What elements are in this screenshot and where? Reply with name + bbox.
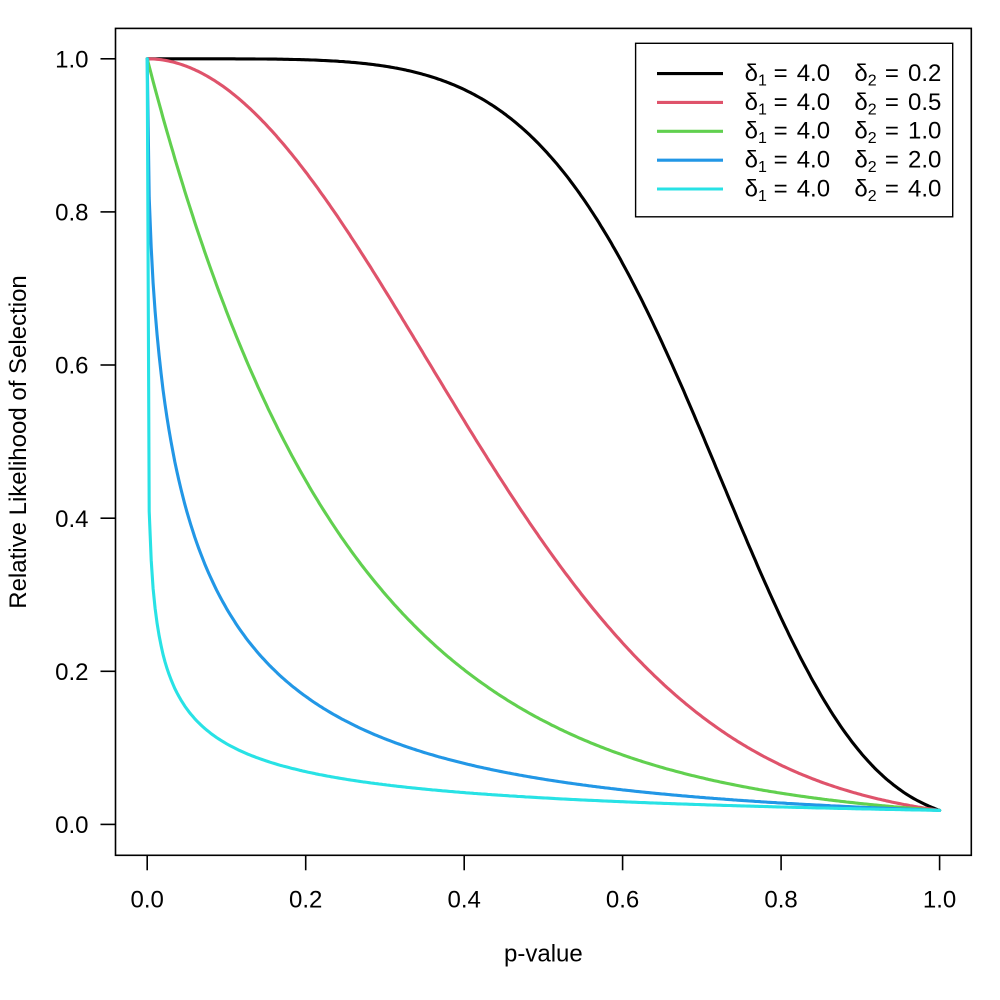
svg-text:4.0: 4.0 xyxy=(797,89,830,116)
svg-text:1.0: 1.0 xyxy=(55,47,88,74)
svg-text:0.2: 0.2 xyxy=(289,887,322,914)
svg-text:=: = xyxy=(885,175,899,202)
svg-text:4.0: 4.0 xyxy=(908,175,941,202)
svg-text:=: = xyxy=(774,147,788,174)
svg-text:4.0: 4.0 xyxy=(797,118,830,145)
svg-text:1.0: 1.0 xyxy=(923,887,956,914)
svg-text:=: = xyxy=(774,118,788,145)
svg-text:=: = xyxy=(885,89,899,116)
svg-text:Relative Likelihood of Selecti: Relative Likelihood of Selection xyxy=(5,275,32,609)
svg-text:0.0: 0.0 xyxy=(131,887,164,914)
svg-text:=: = xyxy=(774,175,788,202)
svg-text:=: = xyxy=(774,89,788,116)
svg-text:0.8: 0.8 xyxy=(55,200,88,227)
svg-text:0.6: 0.6 xyxy=(55,353,88,380)
svg-text:0.2: 0.2 xyxy=(55,659,88,686)
svg-text:2.0: 2.0 xyxy=(908,147,941,174)
svg-text:=: = xyxy=(885,118,899,145)
svg-text:0.2: 0.2 xyxy=(908,60,941,87)
svg-text:1.0: 1.0 xyxy=(908,118,941,145)
svg-text:4.0: 4.0 xyxy=(797,147,830,174)
svg-text:=: = xyxy=(774,60,788,87)
svg-text:0.6: 0.6 xyxy=(606,887,639,914)
svg-text:0.4: 0.4 xyxy=(55,506,88,533)
svg-text:0.5: 0.5 xyxy=(908,89,941,116)
svg-text:0.0: 0.0 xyxy=(55,812,88,839)
svg-text:=: = xyxy=(885,147,899,174)
svg-text:p-value: p-value xyxy=(504,941,583,968)
svg-text:4.0: 4.0 xyxy=(797,175,830,202)
svg-text:=: = xyxy=(885,60,899,87)
svg-text:0.4: 0.4 xyxy=(448,887,481,914)
svg-text:4.0: 4.0 xyxy=(797,60,830,87)
svg-text:0.8: 0.8 xyxy=(764,887,797,914)
